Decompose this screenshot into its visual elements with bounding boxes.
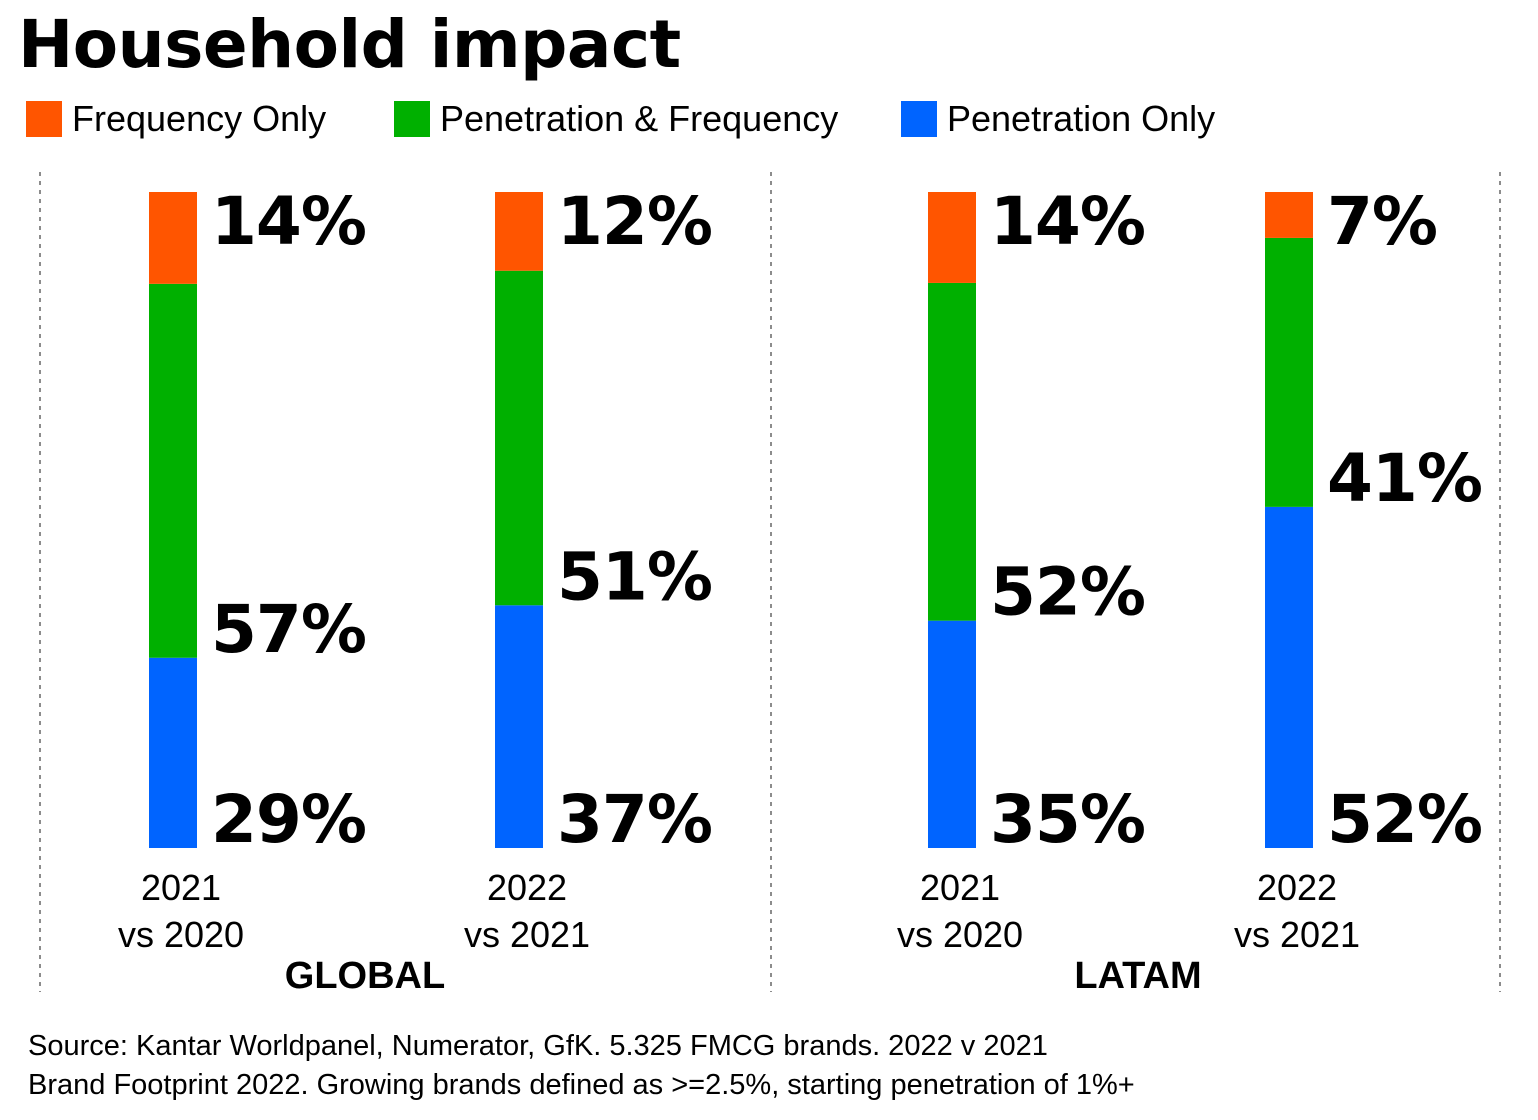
data-label: 41%: [1327, 440, 1482, 517]
legend-swatch: [394, 101, 430, 137]
group-label: LATAM: [1074, 955, 1201, 997]
x-tick-label: 2021: [920, 867, 1000, 908]
bar-segment: [928, 282, 976, 621]
bar-segment: [149, 192, 197, 284]
data-label: 12%: [557, 183, 712, 260]
bar-segment: [495, 605, 543, 848]
bar-segment: [495, 192, 543, 271]
data-label: 35%: [990, 781, 1145, 858]
data-label: 51%: [557, 538, 712, 615]
bar-segment: [1265, 192, 1313, 238]
data-label: 29%: [211, 781, 366, 858]
bar-segment: [1265, 237, 1313, 507]
bar-segment: [149, 283, 197, 658]
data-label: 52%: [1327, 781, 1482, 858]
bar-segment: [149, 657, 197, 848]
legend-label: Penetration Only: [947, 98, 1216, 139]
bar-segment: [928, 620, 976, 848]
x-tick-label: 2022: [1257, 867, 1337, 908]
data-label: 57%: [211, 591, 366, 668]
legend-item-frequency-only: Frequency Only: [26, 98, 326, 140]
source-line-1: Source: Kantar Worldpanel, Numerator, Gf…: [28, 1030, 1048, 1062]
legend-label: Penetration & Frequency: [440, 98, 839, 139]
data-label: 52%: [990, 554, 1145, 631]
bar-segment: [1265, 506, 1313, 848]
source-line-2: Brand Footprint 2022. Growing brands def…: [28, 1069, 1135, 1101]
legend-item-penetration-only: Penetration Only: [901, 98, 1215, 140]
bar-segment: [928, 192, 976, 283]
x-tick-label: 2022: [487, 867, 567, 908]
stacked-bar-chart: 29% 57% 14% 2021 vs 2020 37% 51% 12% 2022 vs 2021…: [39, 172, 1501, 997]
x-tick-label: vs 2020: [897, 914, 1023, 955]
x-tick-label: vs 2020: [118, 914, 244, 955]
x-tick-label: 2021: [141, 867, 221, 908]
group-label: GLOBAL: [285, 955, 445, 997]
x-tick-label: vs 2021: [464, 914, 590, 955]
legend-swatch: [26, 101, 62, 137]
chart-title: Household impact: [18, 6, 681, 83]
legend-label: Frequency Only: [72, 98, 327, 139]
legend-item-penetration-frequency: Penetration & Frequency: [394, 98, 838, 140]
legend-swatch: [901, 101, 937, 137]
x-tick-label: vs 2021: [1234, 914, 1360, 955]
bar-segment: [495, 270, 543, 606]
data-label: 14%: [211, 183, 366, 260]
data-label: 37%: [557, 781, 712, 858]
data-label: 14%: [990, 183, 1145, 260]
data-label: 7%: [1327, 183, 1437, 260]
